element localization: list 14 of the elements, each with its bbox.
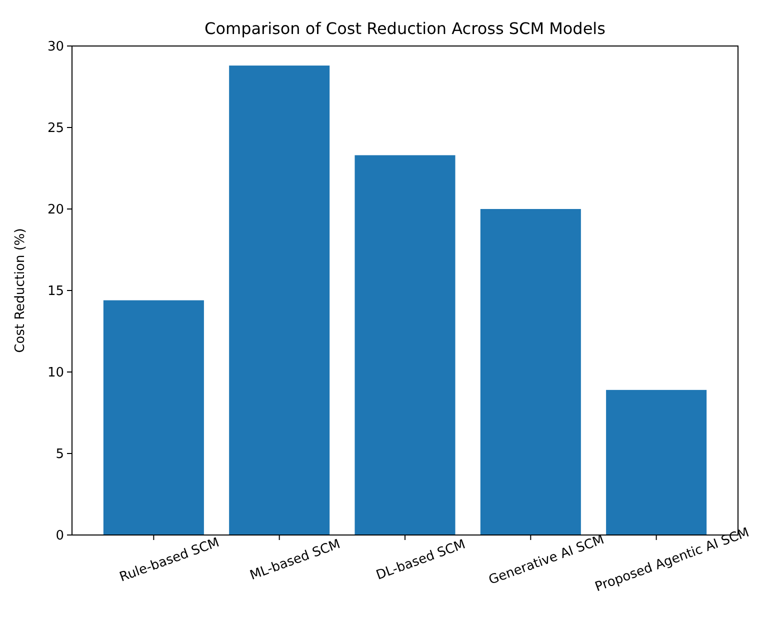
bar xyxy=(103,300,204,535)
y-tick-label: 15 xyxy=(47,284,64,300)
bar xyxy=(354,155,456,535)
y-axis-title: Cost Reduction (%) xyxy=(13,228,28,353)
y-tick-label: 0 xyxy=(56,528,64,544)
y-tick-label: 20 xyxy=(47,202,64,218)
bar xyxy=(480,209,581,535)
y-tick-label: 25 xyxy=(47,121,64,136)
y-tick-label: 10 xyxy=(47,366,64,381)
chart-title: Comparison of Cost Reduction Across SCM Models xyxy=(204,19,606,38)
bar xyxy=(606,390,707,535)
bar xyxy=(229,66,330,535)
y-tick-label: 30 xyxy=(47,40,64,55)
y-tick-label: 5 xyxy=(56,447,64,462)
